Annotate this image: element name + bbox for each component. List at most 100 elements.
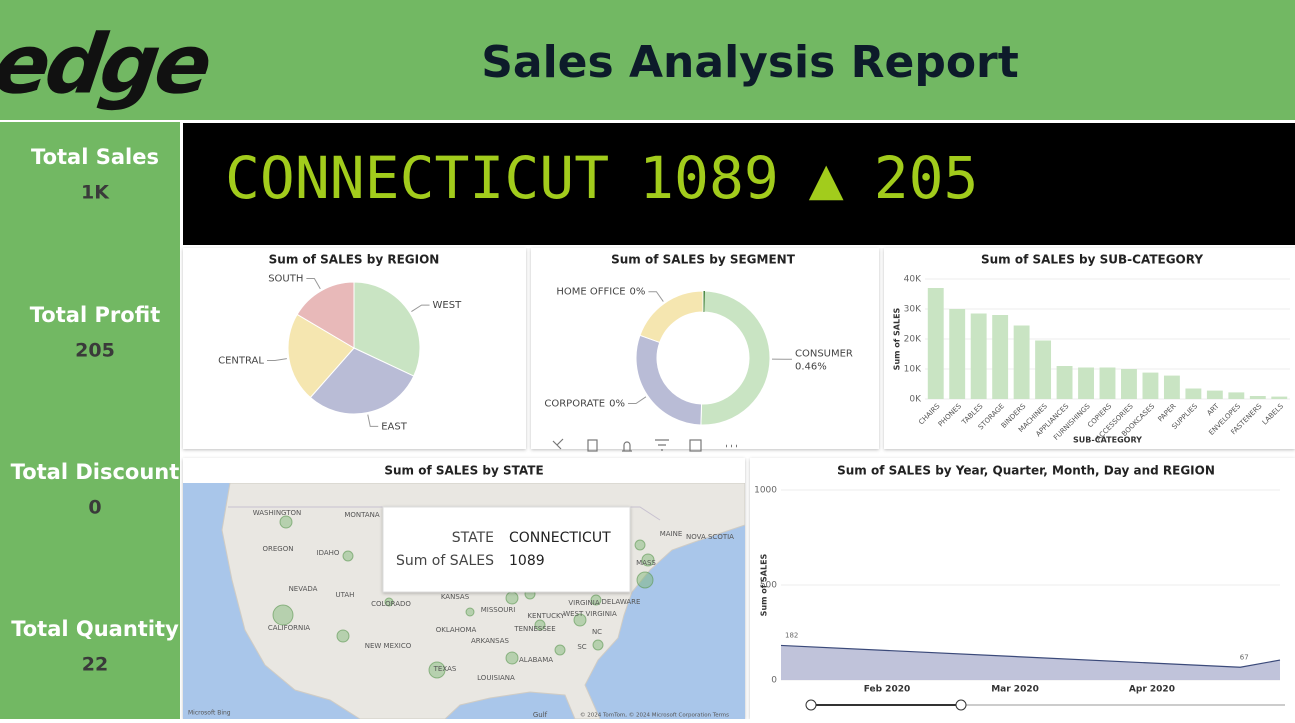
- map-label: DELAWARE: [602, 598, 641, 606]
- kpi-value: 1K: [81, 182, 110, 204]
- x-tick-label: Apr 2020: [1129, 685, 1175, 695]
- tooltip-key: Sum of SALES: [396, 553, 494, 569]
- slider-handle[interactable]: [806, 700, 816, 710]
- bar: [1014, 326, 1030, 400]
- bubble[interactable]: [273, 605, 293, 625]
- bubble[interactable]: [343, 551, 353, 561]
- map-label: KENTUCKY: [527, 612, 565, 620]
- bubble[interactable]: [280, 516, 292, 528]
- bar: [1250, 396, 1266, 399]
- slider-handle[interactable]: [956, 700, 966, 710]
- kpi-label: Total Profit: [30, 303, 160, 327]
- bar: [1057, 366, 1073, 399]
- page-title: Sales Analysis Report: [481, 37, 1019, 88]
- map-label: WEST VIRGINIA: [563, 610, 617, 618]
- tooltip-key: STATE: [452, 530, 494, 546]
- map-label: SC: [577, 643, 586, 651]
- chart-title: Sum of SALES by STATE: [384, 464, 543, 478]
- category-label: SOUTH: [268, 274, 303, 285]
- map-label: ARKANSAS: [471, 637, 510, 645]
- map-label: NEW MEXICO: [365, 642, 412, 650]
- map-label: NC: [592, 628, 602, 636]
- bubble[interactable]: [506, 592, 518, 604]
- chart-title: Sum of SALES by REGION: [269, 253, 440, 267]
- bar: [949, 309, 965, 399]
- bar: [1228, 392, 1244, 399]
- tooltip-value: CONNECTICUT: [509, 530, 611, 546]
- bubble[interactable]: [635, 540, 645, 550]
- y-tick-label: 1000: [754, 486, 777, 496]
- data-label: 67: [1240, 653, 1249, 661]
- kpi-label: Total Sales: [31, 145, 159, 169]
- bar: [1271, 397, 1287, 399]
- kpi-label: Total Quantity: [11, 617, 179, 641]
- map-attribution: Microsoft Bing: [188, 710, 231, 717]
- category-label: EAST: [381, 421, 408, 432]
- bar: [1142, 373, 1158, 399]
- data-label: 182: [785, 631, 798, 639]
- map-label: LOUISIANA: [477, 674, 515, 682]
- map-label: OKLAHOMA: [436, 626, 477, 634]
- map-label: Gulf: [533, 711, 548, 719]
- bar: [928, 288, 944, 399]
- tooltip: STATE CONNECTICUT Sum of SALES 1089: [383, 507, 630, 592]
- kpi-value: 205: [75, 340, 115, 362]
- logo: edge: [0, 18, 215, 113]
- bar: [1164, 376, 1180, 399]
- map-label: COLORADO: [371, 600, 411, 608]
- chart-title: Sum of SALES by SUB-CATEGORY: [981, 253, 1203, 267]
- map-label: MASS: [636, 559, 656, 567]
- map-label: TENNESSEE: [513, 625, 555, 633]
- map-label: MAINE: [660, 530, 683, 538]
- kpi-label: Total Discount: [11, 460, 180, 484]
- ticker-value: 1089: [639, 144, 779, 212]
- bubble[interactable]: [466, 608, 474, 616]
- slice-label: EAST: [381, 421, 408, 432]
- slice-label: HOME OFFICE 0%: [556, 287, 645, 298]
- category-label: CORPORATE: [544, 399, 605, 410]
- chart-title: Sum of SALES by Year, Quarter, Month, Da…: [837, 464, 1215, 478]
- x-axis-title: SUB-CATEGORY: [1073, 436, 1142, 445]
- bubble[interactable]: [506, 652, 518, 664]
- bubble[interactable]: [337, 630, 349, 642]
- slice-label: SOUTH: [268, 274, 303, 285]
- map-label: NOVA SCOTIA: [686, 533, 734, 541]
- x-tick-label: Mar 2020: [991, 685, 1039, 695]
- map-label: UTAH: [336, 591, 355, 599]
- value-label: 0%: [630, 287, 646, 298]
- bar: [1185, 389, 1201, 400]
- tooltip-box: [383, 507, 630, 592]
- bar: [1121, 369, 1137, 399]
- bar: [1100, 368, 1116, 400]
- map-label: MISSOURI: [481, 606, 516, 614]
- bar: [1078, 368, 1094, 400]
- category-label: WEST: [433, 300, 463, 311]
- slice-label: CENTRAL: [218, 356, 264, 367]
- map-label: ALABAMA: [519, 656, 553, 664]
- map-label: VIRGINIA: [568, 599, 600, 607]
- y-tick-label: 40K: [904, 275, 922, 285]
- bubble[interactable]: [593, 640, 603, 650]
- y-axis-title: Sum of SALES: [760, 553, 769, 616]
- bar: [971, 314, 987, 400]
- ticker-change: 205: [874, 144, 979, 212]
- map-label: KANSAS: [441, 593, 470, 601]
- map-label: CALIFORNIA: [268, 624, 310, 632]
- y-axis-title: Sum of SALES: [893, 307, 902, 370]
- y-tick-label: 0: [771, 676, 777, 686]
- bubble[interactable]: [555, 645, 565, 655]
- ticker-state: CONNECTICUT: [225, 144, 609, 212]
- map-label: WASHINGTON: [253, 509, 302, 517]
- slice-label: CONSUMER: [795, 348, 853, 359]
- map-label: NEVADA: [289, 585, 318, 593]
- y-tick-label: 10K: [904, 365, 922, 375]
- x-tick-label: Feb 2020: [864, 685, 911, 695]
- y-tick-label: 30K: [904, 305, 922, 315]
- y-tick-label: 0K: [909, 395, 922, 405]
- category-label: HOME OFFICE: [556, 287, 625, 298]
- bubble[interactable]: [637, 572, 653, 588]
- map-label: IDAHO: [317, 549, 340, 557]
- chart-title: Sum of SALES by SEGMENT: [611, 253, 796, 267]
